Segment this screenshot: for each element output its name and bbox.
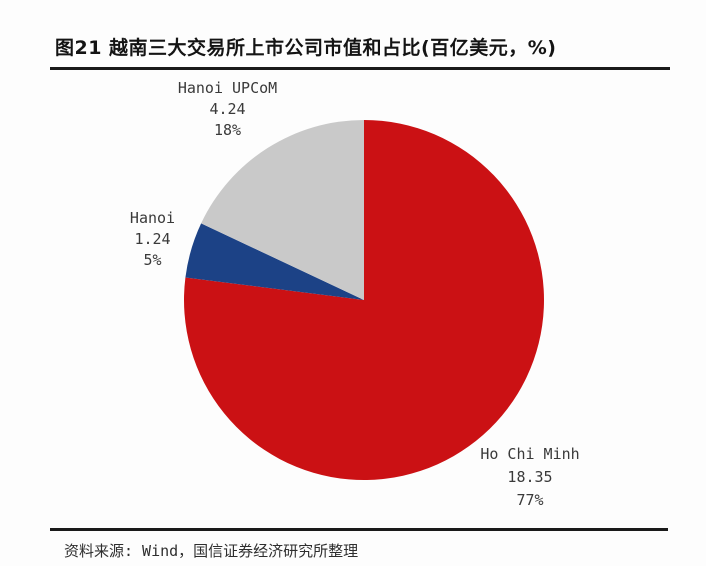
pie-slice-hanoi: [185, 223, 364, 300]
slice-percent: 77%: [516, 491, 544, 509]
pie-slice-ho-chi-minh: [184, 120, 545, 481]
slice-value: 18.35: [507, 468, 553, 486]
pie-svg: [184, 119, 545, 481]
slice-name: Ho Chi Minh: [480, 445, 580, 463]
slice-value: 4.24: [209, 100, 246, 118]
title-underline: [50, 67, 670, 70]
slice-name: Hanoi UPCoM: [177, 79, 278, 97]
slice-percent: 18%: [213, 121, 242, 139]
slice-name: Hanoi: [129, 209, 176, 227]
source-divider: [50, 528, 668, 531]
slice-percent: 5%: [143, 251, 162, 269]
slice-value: 1.24: [134, 230, 171, 248]
pie-slice-hanoi-upcom: [201, 119, 364, 300]
source-note: 资料来源: Wind，国信证券经济研究所整理: [64, 542, 359, 560]
slice-label-ho-chi-minh: Ho Chi Minh 18.35 77%: [450, 443, 610, 512]
slice-label-hanoi-upcom: Hanoi UPCoM 4.24 18%: [150, 78, 305, 141]
figure-title: 图21 越南三大交易所上市公司市值和占比(百亿美元，%): [55, 37, 557, 59]
pie-chart: Hanoi UPCoM 4.24 18% Hanoi 1.24 5% Ho Ch…: [0, 72, 706, 522]
slice-label-hanoi: Hanoi 1.24 5%: [95, 208, 210, 271]
